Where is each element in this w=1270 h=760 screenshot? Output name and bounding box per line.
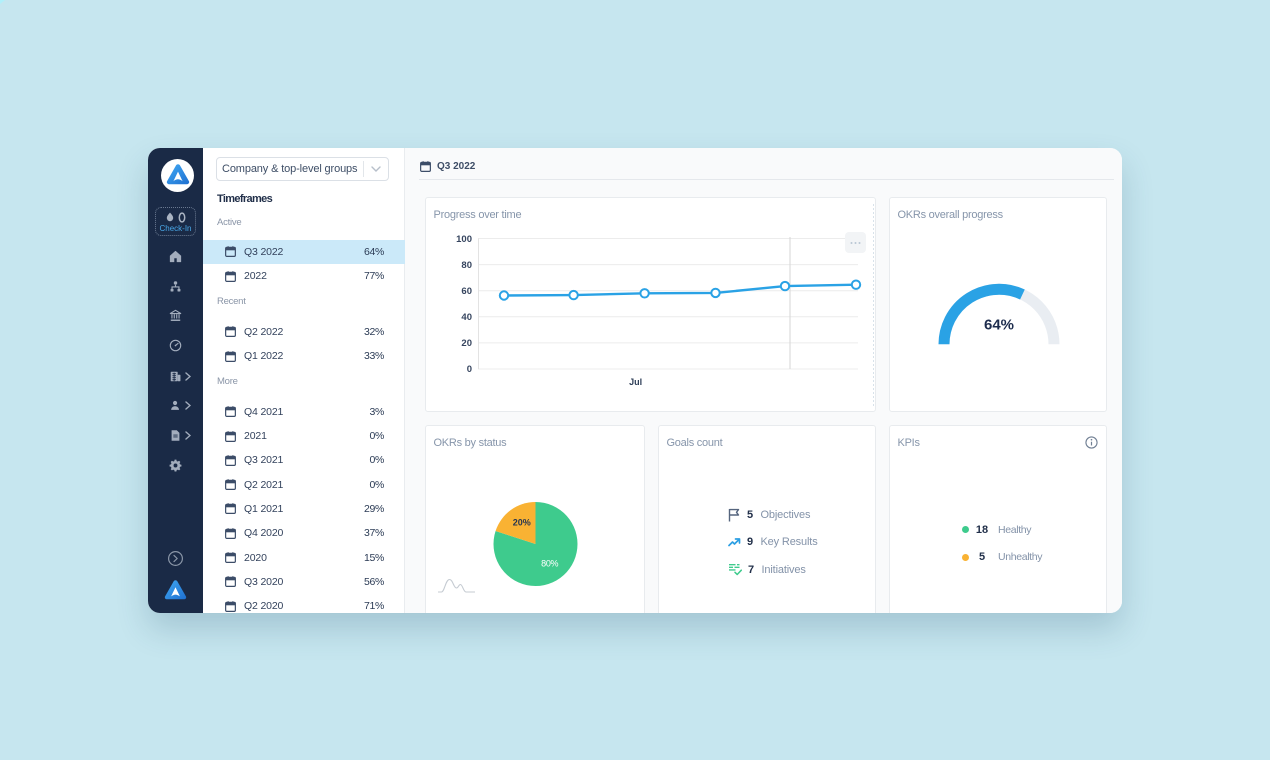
svg-text:64%: 64% bbox=[984, 317, 1014, 334]
svg-text:20%: 20% bbox=[513, 517, 531, 527]
svg-text:100: 100 bbox=[456, 234, 472, 245]
svg-text:Jul: Jul bbox=[629, 377, 642, 387]
svg-text:0: 0 bbox=[467, 364, 472, 375]
svg-text:80%: 80% bbox=[541, 558, 558, 568]
svg-text:20: 20 bbox=[461, 338, 472, 349]
svg-text:80: 80 bbox=[461, 260, 472, 271]
svg-text:60: 60 bbox=[461, 286, 472, 297]
svg-text:40: 40 bbox=[461, 312, 472, 323]
